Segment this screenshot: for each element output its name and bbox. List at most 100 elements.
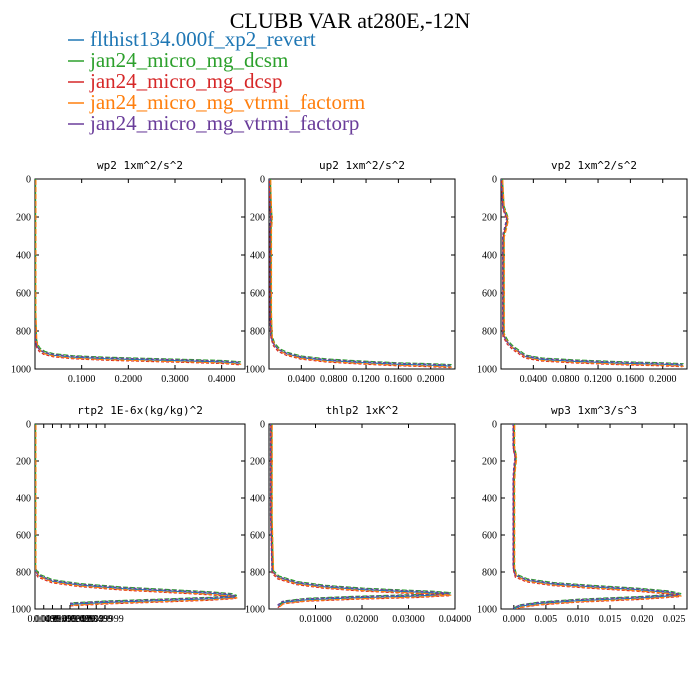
y-tick-label: 600 <box>482 531 497 542</box>
x-tick-label: 0.4000 <box>208 374 236 385</box>
x-tick-label: 0.0800 <box>552 374 580 385</box>
x-tick-label: 0.1600 <box>385 374 413 385</box>
y-tick-label: 200 <box>482 213 497 224</box>
series-line <box>270 179 452 368</box>
y-tick-label: 1000 <box>477 605 497 616</box>
x-tick-label: 0.02499 <box>62 614 95 625</box>
y-tick-label: 400 <box>482 251 497 262</box>
y-tick-label: 400 <box>16 494 31 505</box>
x-tick-label: 0.03499 <box>80 614 113 625</box>
y-tick-label: 800 <box>250 568 265 579</box>
panel-up2: up2 1xm^2/s^2 0 200 400 600 800 1000 0.0400 0.08… <box>245 159 456 385</box>
y-tick-label: 200 <box>250 213 265 224</box>
x-tick-label: 0.025 <box>663 614 686 625</box>
x-tick-label: 0.010 <box>567 614 590 625</box>
legend-label: jan24_micro_mg_dcsp <box>89 69 282 93</box>
series-line <box>35 180 242 365</box>
y-tick-label: 800 <box>482 568 497 579</box>
series-line <box>35 179 241 364</box>
y-tick-label: 0 <box>260 420 265 431</box>
series-line <box>270 424 451 607</box>
y-tick-label: 1000 <box>245 365 265 376</box>
x-tick-label: 0.009999 <box>34 614 72 625</box>
panel-rtp2: rtp2 1E-6x(kg/kg)^2 0 200 400 600 800 10000.00… <box>11 404 246 625</box>
y-tick-label: 200 <box>16 457 31 468</box>
y-tick-label: 0 <box>492 175 497 186</box>
series-line <box>35 180 240 366</box>
panel-title: up2 1xm^2/s^2 <box>319 159 405 172</box>
y-tick-label: 0 <box>26 420 31 431</box>
panel-wp2: wp2 1xm^2/s^2 0 200 400 600 800 1000 0.1000 0.20… <box>11 159 246 385</box>
y-tick-label: 0 <box>492 420 497 431</box>
x-tick-label: 0.0400 <box>520 374 548 385</box>
series-line <box>269 179 452 366</box>
series-line <box>35 569 236 604</box>
x-tick-label: 0.020 <box>631 614 654 625</box>
x-tick-label: 0.0800 <box>320 374 348 385</box>
y-tick-label: 400 <box>250 494 265 505</box>
series-line <box>501 180 683 368</box>
y-tick-label: 1000 <box>477 365 497 376</box>
y-tick-label: 800 <box>250 327 265 338</box>
series-line <box>35 424 238 604</box>
plot-frame <box>500 178 688 370</box>
series-line <box>35 179 241 363</box>
y-tick-label: 600 <box>16 531 31 542</box>
x-tick-label: 0.03000 <box>392 614 425 625</box>
y-tick-label: 600 <box>250 531 265 542</box>
plot-frame <box>268 178 456 370</box>
x-tick-label: 0.1000 <box>68 374 96 385</box>
y-tick-label: 200 <box>482 457 497 468</box>
panel-title: wp3 1xm^3/s^3 <box>551 404 637 417</box>
y-tick-label: 0 <box>260 175 265 186</box>
series-line <box>271 425 452 608</box>
y-tick-label: 1000 <box>245 605 265 616</box>
panel-title: wp2 1xm^2/s^2 <box>97 159 183 172</box>
plot-frame <box>34 178 246 370</box>
x-tick-label: 0.01999 <box>54 614 87 625</box>
series-line <box>35 317 240 363</box>
x-tick-label: 0.2000 <box>649 374 677 385</box>
x-tick-label: 0.0400 <box>288 374 316 385</box>
x-tick-label: 0.04000 <box>439 614 472 625</box>
legend: flthist134.000f_xp2_revertjan24_micro_mg… <box>68 27 365 135</box>
series-line <box>270 425 450 609</box>
legend-label: flthist134.000f_xp2_revert <box>90 27 316 51</box>
y-tick-label: 600 <box>250 289 265 300</box>
series-line <box>501 179 684 366</box>
series-line <box>35 424 237 605</box>
x-tick-label: 0.000 <box>503 614 526 625</box>
y-tick-label: 800 <box>16 568 31 579</box>
series-line <box>269 424 450 606</box>
y-tick-label: 200 <box>250 457 265 468</box>
x-tick-label: 0.2000 <box>115 374 143 385</box>
y-tick-label: 400 <box>482 494 497 505</box>
plot-frame <box>500 423 688 610</box>
y-tick-label: 200 <box>16 213 31 224</box>
x-tick-label: 0.005 <box>535 614 558 625</box>
x-tick-label: 0.01000 <box>299 614 332 625</box>
x-tick-label: 0.00499 <box>27 614 60 625</box>
legend-label: jan24_micro_mg_dcsm <box>89 48 288 72</box>
series-line <box>271 424 452 606</box>
series-line <box>502 179 684 367</box>
panel-wp3: wp3 1xm^3/s^3 0 200 400 600 800 1000 0.000 0.005… <box>477 404 688 625</box>
panel-vp2: vp2 1xm^2/s^2 0 200 400 600 800 1000 0.0400 0.08… <box>477 159 688 385</box>
legend-label: jan24_micro_mg_vtrmi_factorm <box>89 90 365 114</box>
series-line <box>269 180 451 369</box>
x-tick-label: 0.02999 <box>71 614 104 625</box>
panel-title: thlp2 1xK^2 <box>326 404 399 417</box>
series-line <box>35 425 237 607</box>
y-tick-label: 400 <box>250 251 265 262</box>
series-line <box>512 425 681 609</box>
series-line <box>269 179 452 367</box>
y-tick-label: 600 <box>16 289 31 300</box>
series-line <box>35 425 238 606</box>
x-tick-label: 0.1600 <box>617 374 645 385</box>
x-tick-label: 0.015 <box>599 614 622 625</box>
x-tick-label: 0.039999 <box>86 614 124 625</box>
y-tick-label: 800 <box>16 327 31 338</box>
x-tick-label: 0.3000 <box>161 374 189 385</box>
series-line <box>513 424 682 609</box>
